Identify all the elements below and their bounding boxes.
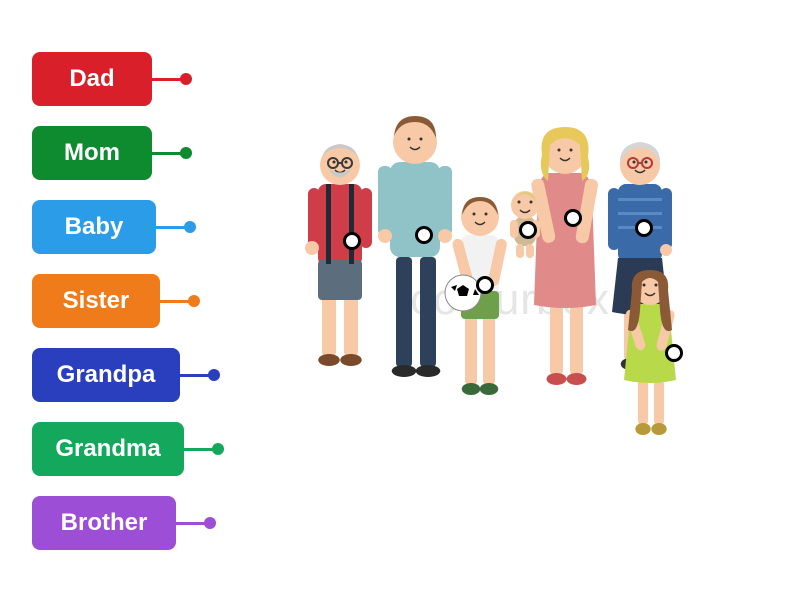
label-box: Brother xyxy=(32,496,176,550)
label-tag-sister[interactable]: Sister xyxy=(32,274,224,328)
target-baby[interactable] xyxy=(519,221,537,239)
connector-line xyxy=(152,152,182,155)
connector-dot xyxy=(188,295,200,307)
label-tag-grandma[interactable]: Grandma xyxy=(32,422,224,476)
family-illustration: colourbox xyxy=(290,100,730,500)
label-box: Mom xyxy=(32,126,152,180)
connector-dot xyxy=(212,443,224,455)
target-dad[interactable] xyxy=(415,226,433,244)
connector-dot xyxy=(184,221,196,233)
label-tag-dad[interactable]: Dad xyxy=(32,52,224,106)
label-box: Baby xyxy=(32,200,156,254)
label-tag-mom[interactable]: Mom xyxy=(32,126,224,180)
connector-dot xyxy=(204,517,216,529)
target-grandma[interactable] xyxy=(635,219,653,237)
connector-dot xyxy=(180,73,192,85)
connector-line xyxy=(184,448,214,451)
label-box: Sister xyxy=(32,274,160,328)
label-box: Dad xyxy=(32,52,152,106)
label-tag-brother[interactable]: Brother xyxy=(32,496,224,550)
target-grandpa[interactable] xyxy=(343,232,361,250)
target-brother[interactable] xyxy=(476,276,494,294)
connector-line xyxy=(180,374,210,377)
labels-column: Dad Mom Baby Sister Grandpa Grandma Brother xyxy=(32,52,224,550)
connector-line xyxy=(152,78,182,81)
connector-dot xyxy=(208,369,220,381)
label-tag-grandpa[interactable]: Grandpa xyxy=(32,348,224,402)
label-box: Grandpa xyxy=(32,348,180,402)
label-tag-baby[interactable]: Baby xyxy=(32,200,224,254)
target-mom[interactable] xyxy=(564,209,582,227)
connector-line xyxy=(160,300,190,303)
label-box: Grandma xyxy=(32,422,184,476)
target-sister[interactable] xyxy=(665,344,683,362)
connector-line xyxy=(156,226,186,229)
connector-line xyxy=(176,522,206,525)
connector-dot xyxy=(180,147,192,159)
